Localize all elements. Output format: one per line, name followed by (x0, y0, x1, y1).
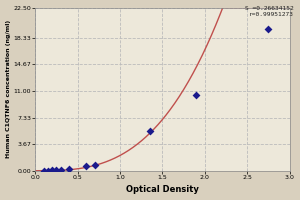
Y-axis label: Human C1QTNF6 concentration (ng/ml): Human C1QTNF6 concentration (ng/ml) (6, 20, 10, 158)
Point (266, 28, 271, 31)
Point (194, 93, 199, 96)
Point (147, 129, 152, 132)
Text: S =0.26634152
r=0.99951273: S =0.26634152 r=0.99951273 (245, 6, 294, 17)
Point (46, 169, 50, 172)
Point (41, 169, 46, 172)
Point (67, 167, 72, 170)
Point (84, 165, 88, 168)
Point (58, 168, 63, 171)
X-axis label: Optical Density: Optical Density (126, 185, 199, 194)
Point (92, 163, 97, 166)
Point (50, 169, 55, 172)
Point (54, 169, 59, 172)
